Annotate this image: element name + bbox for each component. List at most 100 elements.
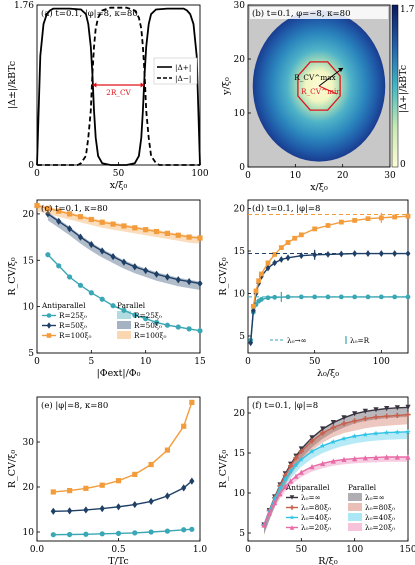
- legend-header-antiparallel: Antiparallel: [41, 301, 86, 310]
- data-point: [258, 297, 264, 302]
- legend-band-swatch: [117, 311, 131, 319]
- data-point: [278, 256, 284, 263]
- data-point: [164, 273, 170, 281]
- data-point: [330, 420, 336, 426]
- series-line: [53, 402, 193, 493]
- panel-e: 0.0 0.5 1.0 10 20 30 T/Tc R_CV/ξ₀ (e) |φ|=8, κ=8…: [7, 396, 208, 565]
- rmin-label: R_CV^min: [301, 87, 341, 96]
- y-axis-label: y/ξ₀: [221, 77, 232, 96]
- x-tick-label: 100: [191, 169, 208, 179]
- x-tick-label: 1.0: [193, 545, 208, 555]
- y-tick-label: 5: [239, 529, 245, 539]
- y-tick-label: 1.76: [14, 1, 34, 11]
- data-point: [362, 455, 368, 461]
- data-point: [132, 471, 138, 477]
- x-tick-label: 0: [34, 357, 40, 367]
- data-point: [383, 429, 390, 435]
- legend-label: R=100ξ₀: [59, 331, 92, 340]
- data-point: [256, 278, 262, 284]
- legend-header-antiparallel: Antiparallel: [285, 483, 330, 492]
- data-point: [186, 326, 192, 332]
- data-point: [175, 324, 181, 330]
- legend-band-swatch: [348, 503, 362, 511]
- data-point: [288, 463, 294, 469]
- legend-marker: [46, 322, 52, 329]
- legend-label: λ₀=∞: [301, 493, 321, 502]
- legend-label: λ₀=20ξ₀: [301, 523, 331, 532]
- x-tick-label: 0: [34, 169, 40, 179]
- legend-label: λ₀→∞: [287, 336, 307, 345]
- title-background: [250, 7, 388, 19]
- data-point: [175, 232, 181, 238]
- y-tick-label: 5: [239, 332, 245, 342]
- series-line-delta-plus: [36, 7, 201, 166]
- data-point: [309, 464, 315, 470]
- data-point: [164, 230, 170, 236]
- data-point: [50, 532, 56, 538]
- panel-d: 0 50 100 5 10 15 20 λ₀/ξ₀ R_CV/ξ₀ λ₀→∞ λ₀=R (d) t=0…: [218, 199, 411, 379]
- y-tick-label: 15: [234, 247, 246, 257]
- data-point: [320, 460, 326, 466]
- data-point: [298, 232, 304, 238]
- data-point: [50, 507, 56, 515]
- legend-band-swatch: [348, 493, 362, 501]
- x-tick-label: 30: [384, 171, 396, 181]
- series-band: [264, 457, 408, 530]
- legend-header-parallel: Parallel: [348, 483, 377, 492]
- data-point: [373, 407, 379, 413]
- data-point: [405, 428, 411, 435]
- legend-label: λ₀=40ξ₀: [365, 513, 395, 522]
- y-tick-label: 30: [23, 438, 35, 448]
- data-point: [153, 319, 160, 325]
- data-point: [34, 202, 40, 209]
- legend-label: λ₀=80ξ₀: [365, 503, 395, 512]
- data-point: [181, 527, 187, 533]
- data-point: [362, 416, 368, 422]
- data-point: [181, 423, 187, 429]
- series-R-25-: [248, 294, 411, 343]
- data-point: [253, 288, 259, 294]
- core-contour: [297, 61, 341, 111]
- data-point: [67, 531, 73, 538]
- x-axis-label: x/ξ₀: [110, 180, 128, 191]
- panel-title: (d) t=0.1, |φ|=8: [252, 203, 320, 214]
- y-tick-label: 10: [234, 489, 246, 499]
- y-tick-label: 10: [23, 528, 35, 538]
- series-band: [47, 212, 201, 290]
- data-point: [298, 294, 304, 300]
- data-point: [175, 276, 181, 284]
- series-R-100-: [50, 399, 195, 495]
- data-point: [405, 412, 411, 418]
- data-point: [110, 303, 116, 309]
- y-tick-label: 20: [234, 55, 246, 65]
- data-point: [261, 522, 267, 528]
- legend-label: λ₀=R: [350, 336, 370, 345]
- data-point: [330, 424, 336, 430]
- data-point: [373, 454, 379, 460]
- data-point: [394, 412, 400, 418]
- data-point: [115, 478, 122, 484]
- x-tick-label: 0: [245, 357, 251, 367]
- rmax-arrow: [318, 67, 344, 87]
- data-point: [272, 294, 278, 300]
- legend-marker: [46, 333, 52, 338]
- data-point: [394, 429, 401, 435]
- legend-label: |Δ−|: [175, 74, 191, 83]
- plot-frame: [36, 396, 201, 542]
- series-band: [37, 203, 200, 244]
- data-point: [384, 454, 390, 460]
- data-point: [164, 528, 170, 534]
- data-point: [373, 414, 379, 420]
- data-point: [405, 294, 411, 300]
- data-point: [298, 456, 305, 462]
- x-axis-label: T/Tc: [108, 556, 128, 565]
- colorbar: [391, 4, 399, 168]
- data-point: [309, 435, 315, 441]
- data-point: [164, 322, 170, 328]
- data-point: [56, 263, 62, 269]
- data-point: [88, 216, 94, 223]
- panel-title: (f) t=0.1, |φ|=8: [252, 400, 318, 411]
- data-point: [56, 208, 62, 214]
- data-point: [405, 213, 411, 219]
